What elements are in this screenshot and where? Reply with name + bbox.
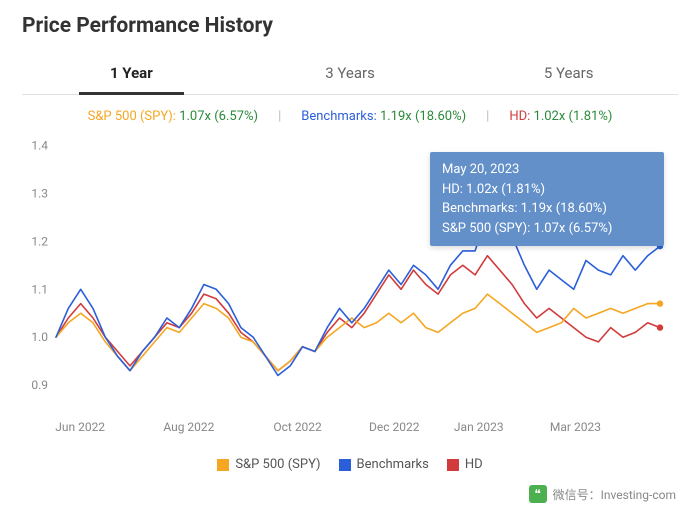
legend-separator: | bbox=[278, 109, 281, 124]
legend-bottom-spy[interactable]: S&P 500 (SPY) bbox=[217, 457, 320, 472]
tooltip-line-1: HD: 1.02x (1.81%) bbox=[442, 180, 652, 200]
legend-top-benchmarks-name: Benchmarks: bbox=[301, 109, 376, 124]
chart-tooltip: May 20, 2023 HD: 1.02x (1.81%) Benchmark… bbox=[430, 152, 664, 246]
swatch-benchmarks bbox=[339, 459, 351, 471]
wechat-icon: ❝ bbox=[529, 485, 547, 503]
legend-bottom-benchmarks-label: Benchmarks bbox=[357, 457, 429, 472]
legend-top-benchmarks: Benchmarks: 1.19x (18.60%) bbox=[301, 109, 466, 124]
legend-bottom-benchmarks[interactable]: Benchmarks bbox=[339, 457, 429, 472]
svg-text:1.1: 1.1 bbox=[31, 282, 48, 296]
watermark-label: 微信号：Investing-com bbox=[553, 486, 676, 503]
swatch-spy bbox=[217, 459, 229, 471]
legend-bottom-spy-label: S&P 500 (SPY) bbox=[235, 457, 320, 472]
tooltip-line-3: S&P 500 (SPY): 1.07x (6.57%) bbox=[442, 219, 652, 239]
tab-5-years[interactable]: 5 Years bbox=[459, 54, 678, 94]
tooltip-line-2: Benchmarks: 1.19x (18.60%) bbox=[442, 199, 652, 219]
legend-bottom-hd-label: HD bbox=[465, 457, 483, 472]
legend-top-spy-value: 1.07x (6.57%) bbox=[179, 109, 258, 124]
svg-text:Aug 2022: Aug 2022 bbox=[163, 420, 214, 434]
watermark: ❝ 微信号：Investing-com bbox=[525, 483, 680, 505]
legend-bottom: S&P 500 (SPY) Benchmarks HD bbox=[22, 457, 678, 472]
legend-top-hd-name: HD: bbox=[509, 109, 530, 124]
legend-top-benchmarks-value: 1.19x (18.60%) bbox=[380, 109, 466, 124]
svg-text:Jun 2022: Jun 2022 bbox=[55, 420, 105, 434]
legend-separator: | bbox=[486, 109, 489, 124]
tab-3-years[interactable]: 3 Years bbox=[241, 54, 460, 94]
page-title: Price Performance History bbox=[22, 14, 678, 38]
legend-top-hd: HD: 1.02x (1.81%) bbox=[509, 109, 612, 124]
legend-top-hd-value: 1.02x (1.81%) bbox=[534, 109, 613, 124]
svg-text:Oct 2022: Oct 2022 bbox=[273, 420, 322, 434]
legend-top-spy-name: S&P 500 (SPY): bbox=[88, 109, 176, 124]
legend-top: S&P 500 (SPY): 1.07x (6.57%) | Benchmark… bbox=[22, 109, 678, 124]
legend-top-spy: S&P 500 (SPY): 1.07x (6.57%) bbox=[88, 109, 258, 124]
svg-text:0.9: 0.9 bbox=[31, 378, 48, 392]
range-tabs: 1 Year 3 Years 5 Years bbox=[22, 54, 678, 95]
svg-text:1.4: 1.4 bbox=[31, 139, 48, 153]
svg-text:Mar 2023: Mar 2023 bbox=[550, 420, 601, 434]
svg-text:1.2: 1.2 bbox=[31, 234, 48, 248]
svg-text:1.0: 1.0 bbox=[31, 330, 48, 344]
svg-text:1.3: 1.3 bbox=[31, 186, 48, 200]
legend-bottom-hd[interactable]: HD bbox=[447, 457, 483, 472]
tab-1-year[interactable]: 1 Year bbox=[22, 54, 241, 94]
svg-text:Dec 2022: Dec 2022 bbox=[369, 420, 420, 434]
chart-card: { "title": "Price Performance History", … bbox=[0, 0, 700, 513]
chart-area[interactable]: 0.9 1.0 1.1 1.2 1.3 1.4 Jun 2022 Aug 2022 Oct 20… bbox=[22, 130, 678, 455]
swatch-hd bbox=[447, 459, 459, 471]
tooltip-date: May 20, 2023 bbox=[442, 160, 652, 180]
svg-text:Jan 2023: Jan 2023 bbox=[454, 420, 504, 434]
